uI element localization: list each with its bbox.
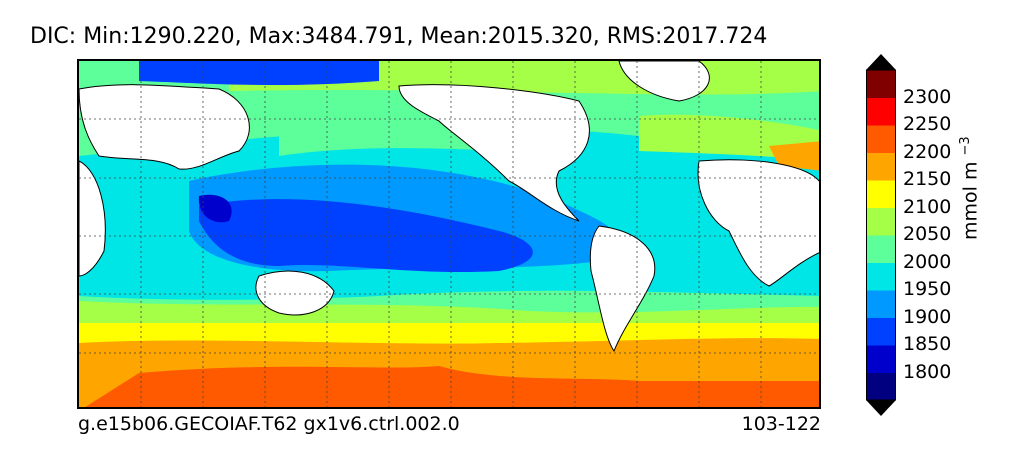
colorbar-extend-min (866, 400, 896, 416)
africa-west-land (79, 160, 106, 277)
bay-of-bengal-dark (198, 194, 232, 223)
colorbar-segment (866, 70, 896, 98)
colorbar-tick-label: 2200 (903, 140, 952, 163)
colorbar-tick-label: 1800 (903, 360, 952, 383)
australia-land (255, 270, 335, 316)
southern-mid-band (79, 301, 819, 323)
warm-pool-blue (199, 199, 533, 273)
arctic-blue-patch (139, 61, 379, 86)
colorbar-segment (866, 317, 896, 346)
colorbar-segment (866, 180, 896, 208)
colorbar-tick-label: 1850 (903, 333, 952, 355)
colorbar-tick-label: 2100 (903, 195, 952, 218)
colorbar-segment (866, 372, 896, 401)
colorbar-tick-label: 1950 (903, 278, 952, 300)
north-america-land (398, 84, 590, 222)
map-canvas (79, 61, 819, 407)
colorbar-segment (866, 235, 896, 263)
map-grid (79, 61, 819, 407)
year-range: 103-122 (741, 413, 821, 435)
dic-map (77, 59, 821, 409)
colorbar-tick-label: 2050 (903, 223, 952, 245)
colorbar-segment (866, 207, 896, 236)
colorbar-segment (866, 290, 896, 318)
south-america-land (589, 225, 656, 353)
case-name: g.e15b06.GECOIAF.T62 gx1v6.ctrl.002.0 (78, 413, 460, 435)
africa-land (697, 159, 819, 287)
colorbar-tick-label: 2300 (903, 85, 952, 108)
colorbar-segment (866, 125, 896, 153)
colorbar-outline (866, 69, 896, 401)
colorbar-tick-label: 2150 (903, 168, 952, 190)
colorbar-segment (866, 345, 896, 373)
greenland-land (618, 61, 710, 102)
colorbar-segment (866, 97, 896, 126)
colorbar-segment (866, 152, 896, 181)
antarctic-red-band (85, 366, 819, 407)
colorbar-extend-max (866, 54, 896, 70)
colorbar-tick-label: 2000 (903, 250, 952, 273)
colorbar (866, 54, 896, 416)
colorbar-segment (866, 262, 896, 291)
colorbar-label: mmol m −3 (958, 136, 982, 240)
colorbar-tick-label: 2250 (903, 113, 952, 135)
colorbar-tick-label: 1900 (903, 305, 952, 328)
eurasia-land (79, 84, 250, 170)
plot-title: DIC: Min:1290.220, Max:3484.791, Mean:20… (30, 24, 768, 49)
mediterranean-orange (769, 141, 819, 171)
land (79, 61, 819, 353)
